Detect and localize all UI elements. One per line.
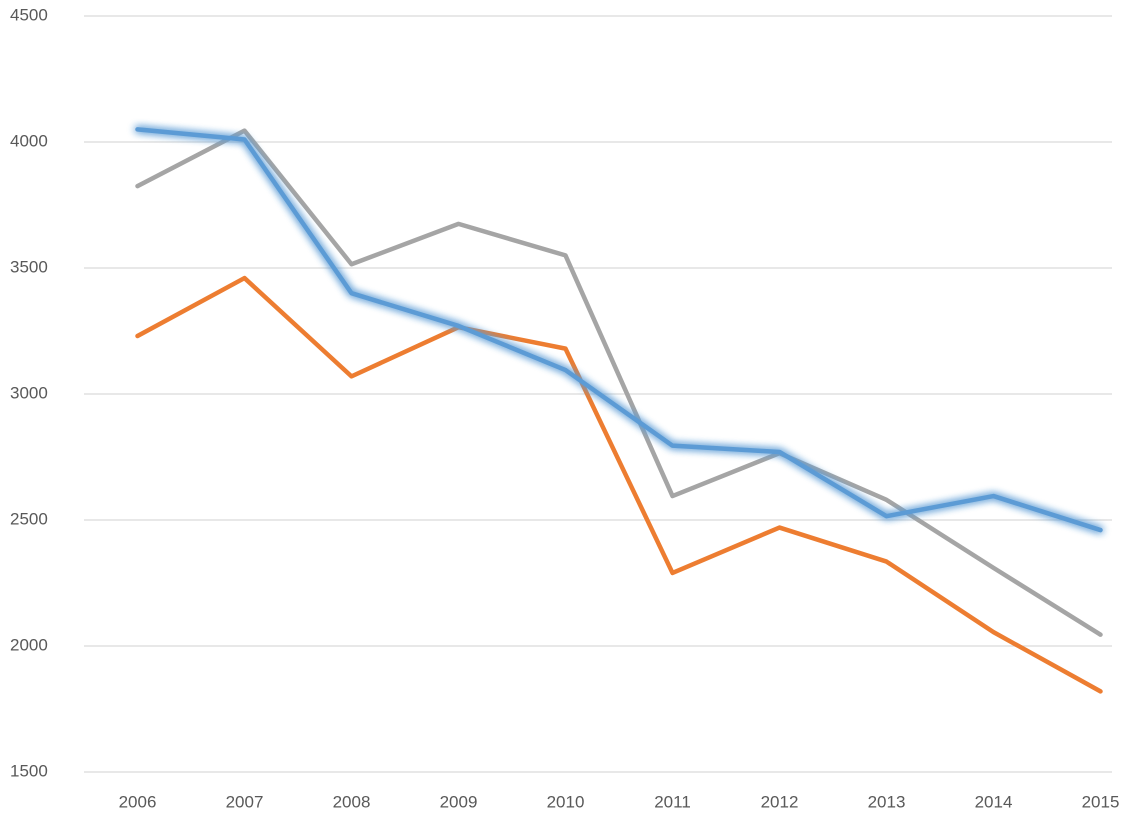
x-tick-label: 2006 <box>119 792 157 811</box>
y-tick-label: 1500 <box>10 761 48 780</box>
y-tick-label: 3500 <box>10 257 48 276</box>
x-tick-label: 2011 <box>654 792 691 811</box>
x-tick-label: 2009 <box>440 792 478 811</box>
y-tick-label: 4500 <box>10 5 48 24</box>
x-tick-label: 2007 <box>226 792 264 811</box>
x-tick-label: 2012 <box>761 792 799 811</box>
x-tick-label: 2010 <box>547 792 585 811</box>
x-tick-label: 2014 <box>975 792 1013 811</box>
x-tick-label: 2013 <box>868 792 906 811</box>
y-tick-label: 3000 <box>10 383 48 402</box>
y-tick-label: 2500 <box>10 509 48 528</box>
x-tick-label: 2015 <box>1082 792 1120 811</box>
y-tick-label: 4000 <box>10 131 48 150</box>
series-line <box>135 127 1103 533</box>
series-line <box>135 128 1103 637</box>
series-line <box>135 275 1103 694</box>
y-tick-label: 2000 <box>10 635 48 654</box>
x-tick-label: 2008 <box>333 792 371 811</box>
